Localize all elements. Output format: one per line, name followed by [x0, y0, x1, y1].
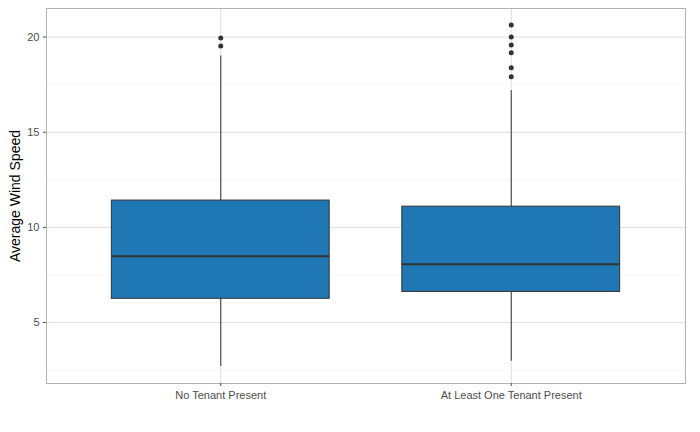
svg-text:No Tenant Present: No Tenant Present	[175, 389, 266, 401]
svg-text:10: 10	[27, 221, 39, 233]
svg-text:15: 15	[27, 126, 39, 138]
svg-text:5: 5	[33, 316, 39, 328]
svg-text:At Least One Tenant Present: At Least One Tenant Present	[441, 389, 582, 401]
svg-text:Average Wind Speed: Average Wind Speed	[7, 130, 23, 262]
svg-text:20: 20	[27, 31, 39, 43]
